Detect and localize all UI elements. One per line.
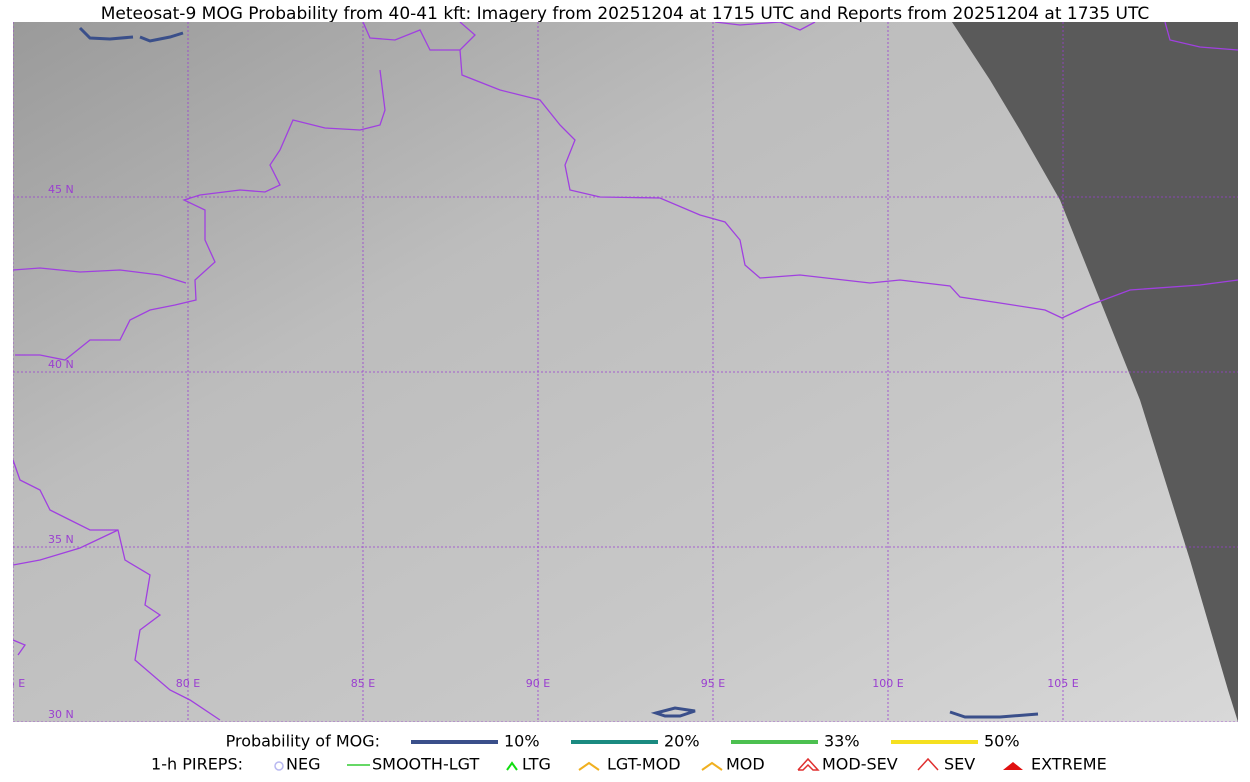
pirep-icon — [701, 761, 723, 771]
lat-label: 45 N — [48, 183, 74, 196]
lat-label: 40 N — [48, 358, 74, 371]
legend-label: EXTREME — [1031, 755, 1107, 774]
lon-label: 75 E — [1, 677, 25, 690]
lon-label: 85 E — [351, 677, 375, 690]
contour-10pct — [78, 26, 134, 41]
contour-10pct — [949, 710, 1039, 719]
legend-label: 33% — [824, 732, 860, 751]
border — [13, 267, 187, 284]
legend-label: 10% — [504, 732, 540, 751]
map: 45 N 40 N 35 N 30 N 75 E 80 E 85 E 90 E 95 E 100 … — [1, 22, 1238, 722]
legend-label: MOD-SEV — [822, 755, 898, 774]
pirep-icon — [917, 757, 939, 771]
lon-label: 105 E — [1047, 677, 1078, 690]
border — [1164, 22, 1238, 51]
lon-label: 90 E — [526, 677, 550, 690]
border — [13, 639, 26, 656]
pirep-icon — [506, 761, 518, 771]
border — [13, 459, 221, 721]
pirep-icon — [274, 761, 284, 771]
legend-label: LTG — [522, 755, 551, 774]
border — [459, 49, 1238, 319]
legend: Probability of MOG: 1-h PIREPS: 10% 20% 33… — [151, 732, 1107, 774]
border — [15, 69, 386, 361]
lat-label: 35 N — [48, 533, 74, 546]
legend-title: 1-h PIREPS: — [151, 755, 243, 774]
contour-10pct — [650, 706, 696, 718]
border — [13, 529, 119, 566]
pirep-icon — [578, 761, 600, 771]
legend-title: Probability of MOG: — [226, 732, 380, 751]
lon-label: 95 E — [701, 677, 725, 690]
legend-label: MOD — [726, 755, 765, 774]
legend-label: 50% — [984, 732, 1020, 751]
lat-label: 30 N — [48, 708, 74, 721]
legend-label: 20% — [664, 732, 700, 751]
border — [362, 22, 476, 51]
legend-label: SEV — [944, 755, 975, 774]
lon-label: 100 E — [872, 677, 903, 690]
title: Meteosat-9 MOG Probability from 40-41 kf… — [101, 4, 1150, 24]
lon-label: 80 E — [176, 677, 200, 690]
legend-label: NEG — [286, 755, 320, 774]
border — [714, 22, 816, 31]
pirep-icon — [1003, 762, 1023, 770]
legend-label: SMOOTH-LGT — [372, 755, 479, 774]
contour-10pct — [139, 31, 184, 43]
legend-label: LGT-MOD — [607, 755, 681, 774]
pirep-icon — [797, 757, 820, 771]
